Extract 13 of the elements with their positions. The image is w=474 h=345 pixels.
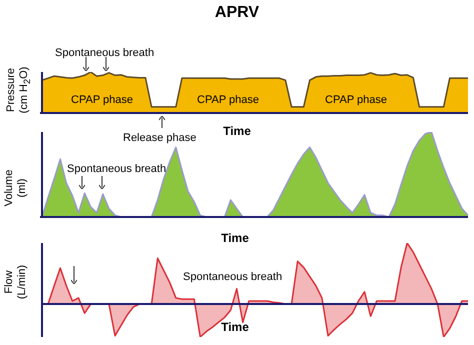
annotation: CPAP phase — [324, 94, 388, 106]
annotation: Spontaneous breath — [183, 271, 282, 283]
text: Spontaneous breath — [55, 47, 154, 59]
annotation: Spontaneous breath — [67, 163, 166, 175]
x-axis-title: Time — [220, 320, 250, 334]
x-axis-title: Time — [220, 231, 250, 245]
annotation: CPAP phase — [70, 94, 134, 106]
chart-title: APRV — [214, 4, 260, 22]
y-axis-title: Flow (L/min) — [3, 264, 29, 302]
annotation: CPAP phase — [196, 94, 260, 106]
y-axis-title: Volume (ml) — [3, 168, 29, 208]
annotation: Release phase — [123, 132, 196, 144]
x-axis-title: Time — [222, 124, 252, 138]
